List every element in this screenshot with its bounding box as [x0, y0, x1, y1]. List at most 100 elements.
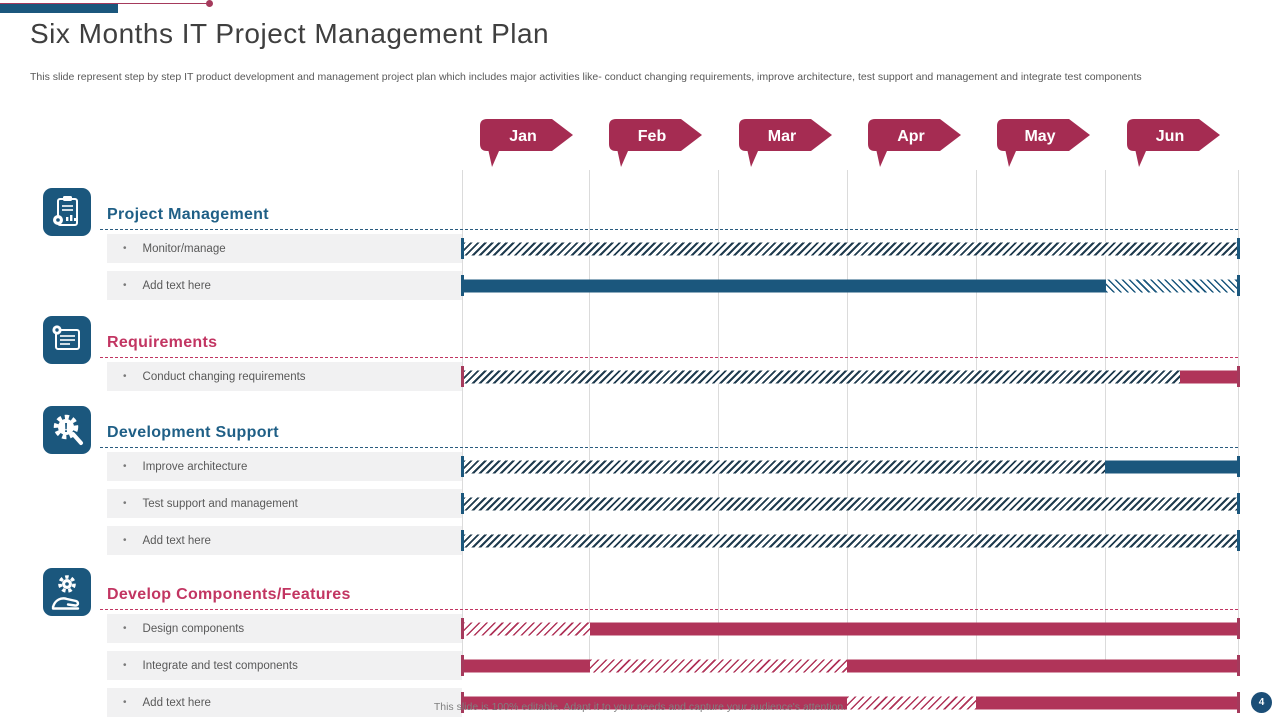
page-number-badge: 4: [1251, 692, 1272, 713]
bar-endcap: [461, 238, 464, 259]
gantt-sections: Project Management • Monitor/manage • Add te…: [0, 170, 1280, 720]
month-ribbon-shape: Jan: [480, 119, 573, 167]
bar-segment-hatch: [463, 460, 1106, 473]
task-bar-area: [461, 452, 1240, 481]
bar-endcap: [461, 692, 464, 713]
bar-segment-solid: [1179, 370, 1238, 383]
bar-segment-hatch: [847, 696, 977, 709]
task-label-text: Conduct changing requirements: [142, 370, 306, 383]
month-ribbon-shape: May: [997, 119, 1091, 167]
section-header: Requirements: [0, 315, 1280, 365]
task-row: • Monitor/manage: [0, 234, 1280, 271]
gantt-chart: Jan Feb Mar Apr May Jun Project Management • Mo…: [0, 113, 1280, 717]
month-ribbon-may: May: [994, 118, 1094, 170]
month-ribbon-jan: Jan: [477, 118, 577, 170]
task-label: • Add text here: [107, 271, 462, 300]
section-header: Project Management: [0, 187, 1280, 237]
section-title: Requirements: [107, 334, 218, 351]
bullet-icon: •: [123, 623, 127, 634]
bar-segment-solid: [590, 622, 1238, 635]
section-header: ! Development Support: [0, 405, 1280, 455]
task-label-text: Integrate and test components: [142, 659, 298, 672]
bullet-icon: •: [123, 461, 127, 472]
gantt-bar: [461, 692, 1240, 713]
task-label: • Conduct changing requirements: [107, 362, 462, 391]
bar-endcap: [1237, 493, 1240, 514]
task-row: • Test support and management: [0, 489, 1280, 526]
task-label-text: Improve architecture: [142, 460, 248, 473]
bar-endcap: [1237, 655, 1240, 676]
task-row: • Add text here: [0, 526, 1280, 563]
task-bar-area: [461, 234, 1240, 263]
bar-segment-hatch: [1106, 279, 1238, 292]
bar-segment-hatch: [463, 242, 1238, 255]
bar-endcap: [1237, 366, 1240, 387]
bar-endcap: [461, 618, 464, 639]
bar-endcap: [461, 655, 464, 676]
task-row: • Add text here: [0, 688, 1280, 720]
section: ! Development Support • Improve architectur…: [0, 405, 1280, 563]
svg-text:Feb: Feb: [638, 128, 667, 145]
month-ribbon-mar: Mar: [736, 118, 836, 170]
bar-segment-hatch: [463, 534, 1238, 547]
task-bar-area: [461, 362, 1240, 391]
gantt-bar: [461, 530, 1240, 551]
bar-segment-solid: [463, 659, 591, 672]
bar-endcap: [461, 530, 464, 551]
task-label-text: Design components: [142, 622, 245, 635]
document-gear-icon: [42, 315, 92, 365]
month-ribbon-apr: Apr: [865, 118, 965, 170]
bar-segment-hatch: [463, 497, 1238, 510]
top-accent-line: [0, 3, 209, 4]
task-row: • Improve architecture: [0, 452, 1280, 489]
month-ribbon-shape: Jun: [1126, 119, 1220, 167]
clipboard-chart-icon: [42, 187, 92, 237]
svg-text:!: !: [64, 420, 68, 435]
task-label: • Integrate and test components: [107, 651, 462, 680]
bullet-icon: •: [123, 697, 127, 708]
bar-segment-hatch: [463, 370, 1180, 383]
task-label: • Monitor/manage: [107, 234, 462, 263]
section: Develop Components/Features • Design compo…: [0, 567, 1280, 720]
bullet-icon: •: [123, 660, 127, 671]
bar-segment-solid: [847, 659, 1238, 672]
task-bar-area: [461, 651, 1240, 680]
svg-text:Jun: Jun: [1155, 128, 1183, 145]
section-header: Develop Components/Features: [0, 567, 1280, 617]
page-subtitle: This slide represent step by step IT pro…: [30, 71, 1142, 83]
task-label: • Add text here: [107, 688, 462, 717]
bar-endcap: [1237, 530, 1240, 551]
task-label: • Improve architecture: [107, 452, 462, 481]
top-accent-dot: [206, 0, 213, 7]
month-ribbon-shape: Apr: [868, 119, 961, 167]
bar-endcap: [1237, 275, 1240, 296]
task-label-text: Add text here: [142, 534, 211, 547]
task-label-text: Test support and management: [142, 497, 298, 510]
top-accent-bar: [0, 4, 118, 13]
gantt-bar: [461, 275, 1240, 296]
task-bar-area: [461, 271, 1240, 300]
bar-endcap: [461, 366, 464, 387]
hand-gear-icon: [42, 567, 92, 617]
bar-segment-solid: [976, 696, 1238, 709]
task-row: • Add text here: [0, 271, 1280, 308]
gear-magnifier-icon: !: [42, 405, 92, 455]
bullet-icon: •: [123, 280, 127, 291]
bar-endcap: [1237, 618, 1240, 639]
bar-endcap: [461, 275, 464, 296]
page-title: Six Months IT Project Management Plan: [30, 18, 550, 49]
section-dashed-line: [100, 357, 1238, 358]
bar-endcap: [461, 493, 464, 514]
bar-endcap: [1237, 692, 1240, 713]
task-bar-area: [461, 614, 1240, 643]
gantt-bar: [461, 618, 1240, 639]
gantt-bar: [461, 493, 1240, 514]
bullet-icon: •: [123, 371, 127, 382]
gantt-bar: [461, 655, 1240, 676]
bar-segment-hatch: [590, 659, 848, 672]
bar-endcap: [1237, 456, 1240, 477]
bar-segment-solid: [463, 696, 848, 709]
task-bar-area: [461, 688, 1240, 717]
bar-endcap: [461, 456, 464, 477]
